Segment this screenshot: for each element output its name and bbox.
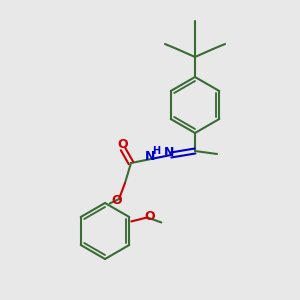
Text: H: H [152, 146, 160, 156]
Text: N: N [164, 146, 174, 160]
Text: O: O [118, 137, 128, 151]
Text: O: O [112, 194, 122, 208]
Text: N: N [145, 151, 155, 164]
Text: O: O [144, 210, 154, 223]
